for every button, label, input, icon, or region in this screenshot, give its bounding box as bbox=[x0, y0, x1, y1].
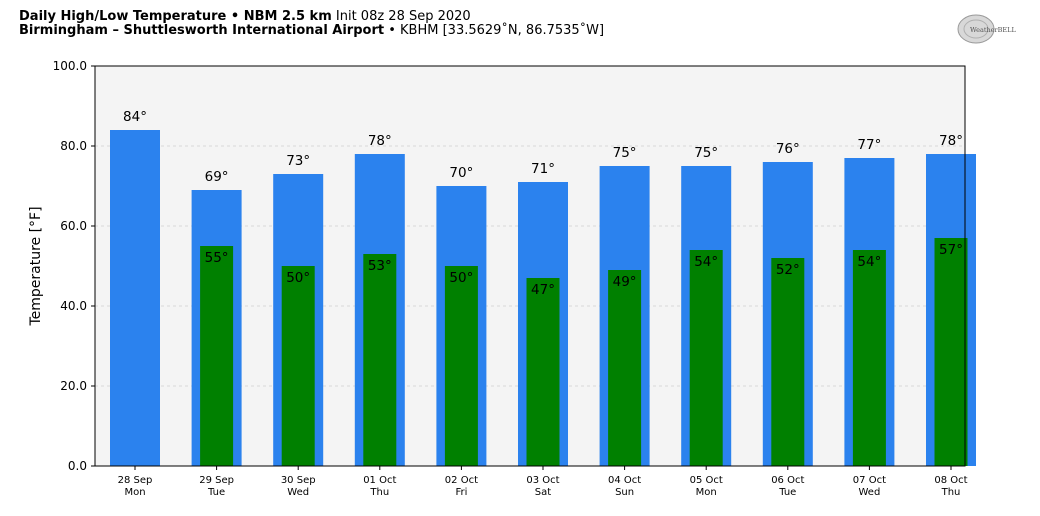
y-tick-label: 60.0 bbox=[60, 219, 87, 233]
high-temp-label: 71° bbox=[531, 161, 555, 177]
y-tick-label: 80.0 bbox=[60, 139, 87, 153]
x-tick-label-date: 29 Sep bbox=[199, 475, 234, 486]
low-temp-label: 50° bbox=[286, 270, 310, 286]
low-temp-bar bbox=[689, 250, 723, 466]
x-tick-label-weekday: Thu bbox=[941, 487, 961, 498]
high-temp-label: 78° bbox=[939, 133, 963, 149]
location-detail: • KBHM [33.5629˚N, 86.7535˚W] bbox=[388, 23, 605, 38]
high-temp-label: 77° bbox=[857, 137, 881, 153]
plot-frame bbox=[94, 65, 966, 467]
logo-text: WeatherBELL bbox=[970, 26, 1016, 34]
x-tick-label-weekday: Sun bbox=[615, 487, 634, 498]
high-temp-label: 75° bbox=[694, 145, 718, 161]
low-temp-bar bbox=[200, 246, 234, 466]
x-tick-label-date: 08 Oct bbox=[934, 475, 967, 486]
high-temp-label: 70° bbox=[449, 165, 473, 181]
bar-labels: 84° 69° 55° 73° 50° 78° 53° 70° 50° 71° 47° 75° 49° 7… bbox=[123, 109, 963, 298]
x-tick-label-weekday: Tue bbox=[778, 487, 796, 498]
low-temp-bar bbox=[363, 254, 397, 466]
low-temp-label: 53° bbox=[368, 258, 392, 274]
x-tick-label-date: 06 Oct bbox=[771, 475, 804, 486]
x-tick-label-date: 05 Oct bbox=[690, 475, 723, 486]
low-temp-bar bbox=[608, 270, 642, 466]
x-tick-label-weekday: Mon bbox=[696, 487, 717, 498]
low-temp-bar bbox=[526, 278, 560, 466]
low-temp-label: 52° bbox=[776, 262, 800, 278]
y-tick-label: 40.0 bbox=[60, 299, 87, 313]
y-tick-label: 0.0 bbox=[68, 459, 87, 473]
high-temp-label: 73° bbox=[286, 153, 310, 169]
low-temp-bar bbox=[852, 250, 886, 466]
x-tick-label-weekday: Thu bbox=[369, 487, 389, 498]
low-temp-bar bbox=[934, 238, 968, 466]
x-tick-label-date: 01 Oct bbox=[363, 475, 396, 486]
bars bbox=[110, 130, 976, 466]
chart-title-line: Daily High/Low Temperature • NBM 2.5 km … bbox=[19, 9, 471, 24]
x-tick-label-date: 28 Sep bbox=[118, 475, 153, 486]
x-tick-label-weekday: Sat bbox=[535, 487, 551, 498]
x-tick-label-date: 04 Oct bbox=[608, 475, 641, 486]
low-temp-label: 50° bbox=[449, 270, 473, 286]
chart-title: Daily High/Low Temperature • NBM 2.5 km bbox=[19, 9, 332, 24]
y-axis-label: Temperature [°F] bbox=[28, 206, 44, 326]
x-tick-label-weekday: Tue bbox=[207, 487, 225, 498]
low-temp-label: 54° bbox=[694, 254, 718, 270]
x-tick-label-weekday: Mon bbox=[124, 487, 145, 498]
init-time: Init 08z 28 Sep 2020 bbox=[335, 9, 471, 24]
low-temp-label: 57° bbox=[939, 242, 963, 258]
x-tick-label-date: 03 Oct bbox=[526, 475, 559, 486]
x-tick-label-date: 07 Oct bbox=[853, 475, 886, 486]
low-temp-label: 54° bbox=[857, 254, 881, 270]
low-temp-bar bbox=[281, 266, 315, 466]
location-line: Birmingham – Shuttlesworth International… bbox=[19, 23, 604, 38]
high-temp-label: 69° bbox=[205, 169, 229, 185]
high-temp-label: 84° bbox=[123, 109, 147, 125]
high-temp-label: 78° bbox=[368, 133, 392, 149]
y-tick-label: 100.0 bbox=[53, 59, 87, 73]
low-temp-bar bbox=[444, 266, 478, 466]
weatherbell-logo: WeatherBELL bbox=[957, 14, 1016, 44]
x-tick-label-date: 02 Oct bbox=[445, 475, 478, 486]
high-temp-bar bbox=[110, 130, 160, 466]
x-tick-label-date: 30 Sep bbox=[281, 475, 316, 486]
low-temp-bar bbox=[771, 258, 805, 466]
location-name: Birmingham – Shuttlesworth International… bbox=[19, 23, 385, 38]
low-temp-label: 49° bbox=[613, 274, 637, 290]
x-tick-label-weekday: Wed bbox=[858, 487, 880, 498]
high-temp-label: 75° bbox=[613, 145, 637, 161]
low-temp-label: 55° bbox=[205, 250, 229, 266]
y-tick-label: 20.0 bbox=[60, 379, 87, 393]
high-temp-label: 76° bbox=[776, 141, 800, 157]
x-tick-label-weekday: Fri bbox=[455, 487, 467, 498]
x-tick-label-weekday: Wed bbox=[287, 487, 309, 498]
low-temp-label: 47° bbox=[531, 282, 555, 298]
